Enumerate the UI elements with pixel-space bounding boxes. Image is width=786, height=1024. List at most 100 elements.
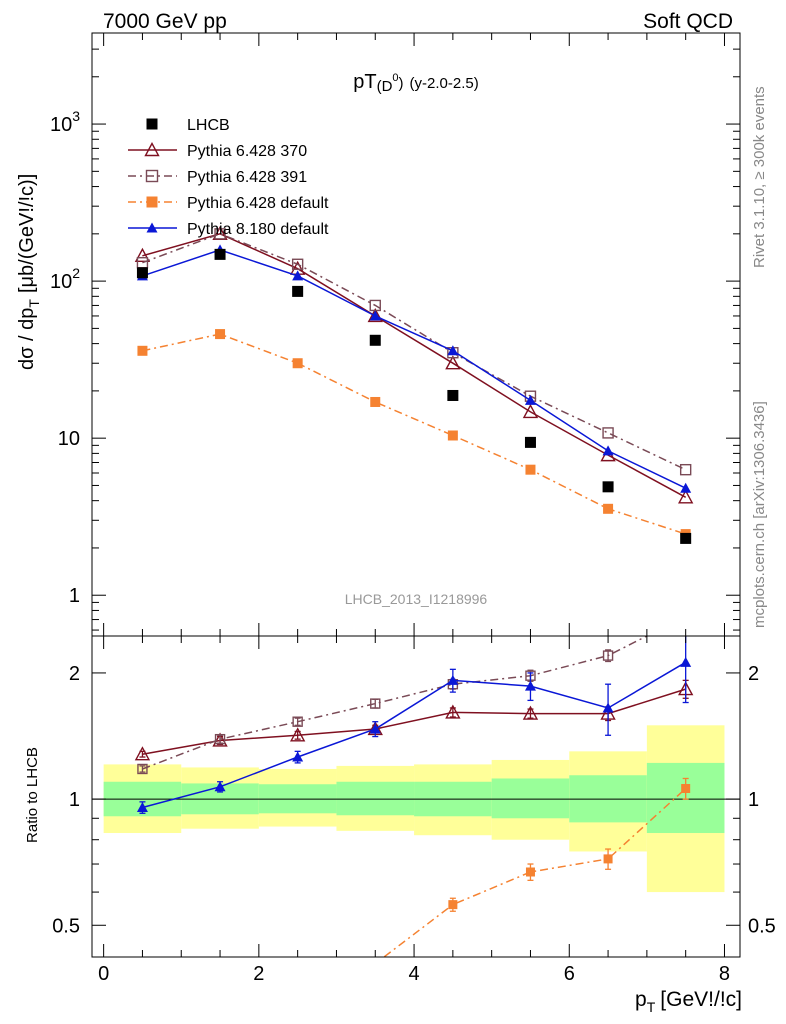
ratio-point-2-2 (293, 986, 302, 995)
x-axis-label: pT [GeV!/!c] (635, 988, 742, 1015)
ratio-panel: 0 2 4 6 8 0.5 0.5 1 1 2 2 (52, 612, 776, 1017)
point-3-6 (603, 503, 614, 514)
point-4-2 (292, 270, 304, 281)
ratio-point-1-2 (292, 716, 303, 727)
rivet-label: Rivet 3.1.10, ≥ 300k events (751, 86, 768, 268)
point-0-4 (447, 389, 459, 401)
point-0-2 (292, 285, 304, 297)
ratio-point-1-7 (681, 612, 690, 621)
header-right: Soft QCD (643, 10, 733, 33)
ratio-point-1-0 (137, 763, 148, 775)
ratio-series (134, 612, 694, 1017)
ratio-point-1-6 (602, 650, 614, 661)
main-ytick-base-2: 10 (50, 271, 72, 293)
series-3 (137, 329, 691, 540)
title-suffix: (y-2.0-2.5) (410, 75, 479, 92)
series-1 (134, 225, 694, 504)
point-2-6 (602, 427, 614, 439)
legend-label-1: Pythia 6.428 370 (187, 143, 307, 160)
ratio-point-2-6 (603, 854, 613, 864)
point-4-6 (602, 445, 614, 456)
point-1-7 (678, 489, 694, 504)
ratio-line-2 (382, 787, 687, 957)
ratio-point-3-7 (680, 656, 692, 667)
ratio-line-0 (142, 688, 686, 755)
ratio-point-3-1 (214, 781, 226, 792)
ratio-point-3-6 (602, 702, 614, 713)
main-ytick-label-1: 10 (58, 428, 80, 450)
point-2-3 (369, 299, 381, 312)
ratio-point-3-0 (136, 801, 148, 812)
ratio-point-3-2 (292, 751, 304, 762)
ratio-point-2-0 (138, 1002, 147, 1011)
ratio-series-3 (136, 636, 692, 814)
main-ytick-base-1: 10 (58, 428, 80, 450)
series-line-2 (142, 232, 687, 471)
point-2-2 (291, 258, 304, 270)
ratio-point-2-7 (681, 783, 691, 793)
legend-entry-4: Pythia 8.180 default (128, 221, 329, 238)
title-sub: (D (377, 78, 393, 95)
xlabel-sub: T (647, 999, 656, 1015)
ratio-point-1-3 (370, 698, 381, 709)
point-3-5 (525, 464, 536, 475)
title-sup: 0 (392, 72, 398, 84)
main-ytick-base-3: 10 (50, 114, 72, 136)
ratio-ytick-label-l-2: 2 (69, 663, 80, 685)
x-tick-label-4: 8 (719, 963, 730, 985)
x-tick-label-2: 4 (408, 963, 419, 985)
series-line-4 (142, 249, 687, 489)
main-title: pT(D0) (y-2.0-2.5) (353, 71, 478, 95)
band-inner-3 (336, 781, 415, 816)
mcplots-label: mcplots.cern.ch [arXiv:1306.3436] (751, 401, 768, 628)
x-tick-label-3: 6 (564, 963, 575, 985)
ratio-ylabel: Ratio to LHCB (24, 747, 41, 843)
series-2 (136, 228, 692, 476)
point-2-1 (214, 228, 226, 240)
legend-marker-2 (145, 169, 159, 183)
title-close: ) (399, 75, 404, 92)
point-0-7 (680, 532, 692, 544)
legend-entry-3: Pythia 6.428 default (128, 195, 329, 212)
ratio-point-2-1 (216, 1008, 225, 1017)
ratio-point-0-5 (522, 705, 539, 720)
ylabel-sub: T (26, 299, 42, 308)
point-0-5 (524, 436, 536, 448)
ratio-point-0-4 (445, 704, 461, 719)
ratio-point-2-3 (371, 959, 380, 968)
series-0 (136, 248, 692, 544)
watermark: LHCB_2013_I1218996 (345, 591, 488, 607)
ratio-frame (91, 635, 741, 958)
main-ytick-base-0: 1 (69, 585, 80, 607)
ratio-point-1-1 (214, 733, 226, 745)
ratio-point-2-5 (525, 867, 535, 877)
legend-entry-0: LHCB (146, 117, 230, 134)
xlabel-unit: [GeV!/!c] (660, 988, 742, 1011)
point-4-4 (447, 345, 459, 356)
main-ytick-label-0: 1 (69, 585, 80, 607)
point-0-0 (136, 267, 148, 279)
main-ytick-exp-3: 3 (72, 108, 80, 124)
point-4-7 (680, 482, 692, 493)
legend-marker-4 (146, 222, 158, 233)
ratio-ytick-label-r-0: 0.5 (748, 915, 776, 937)
ratio-series-0 (134, 679, 694, 761)
point-1-4 (445, 355, 461, 370)
point-3-0 (137, 345, 148, 356)
legend-label-4: Pythia 8.180 default (187, 221, 329, 238)
x-tick-label-1: 2 (253, 963, 264, 985)
band-inner-5 (491, 778, 570, 819)
point-3-3 (370, 396, 381, 407)
ratio-ytick-label-l-0: 0.5 (52, 915, 80, 937)
point-3-2 (292, 358, 303, 369)
point-0-6 (602, 481, 614, 493)
point-0-1 (214, 248, 226, 260)
ratio-point-0-0 (134, 746, 151, 761)
ratio-line-3 (142, 661, 687, 809)
x-tick-label-0: 0 (98, 963, 109, 985)
series-line-1 (142, 233, 687, 498)
main-ylabel: dσ / dpT [μb/(GeV!/!c)] (16, 174, 42, 370)
main-ytick-label-3: 103 (50, 108, 80, 136)
